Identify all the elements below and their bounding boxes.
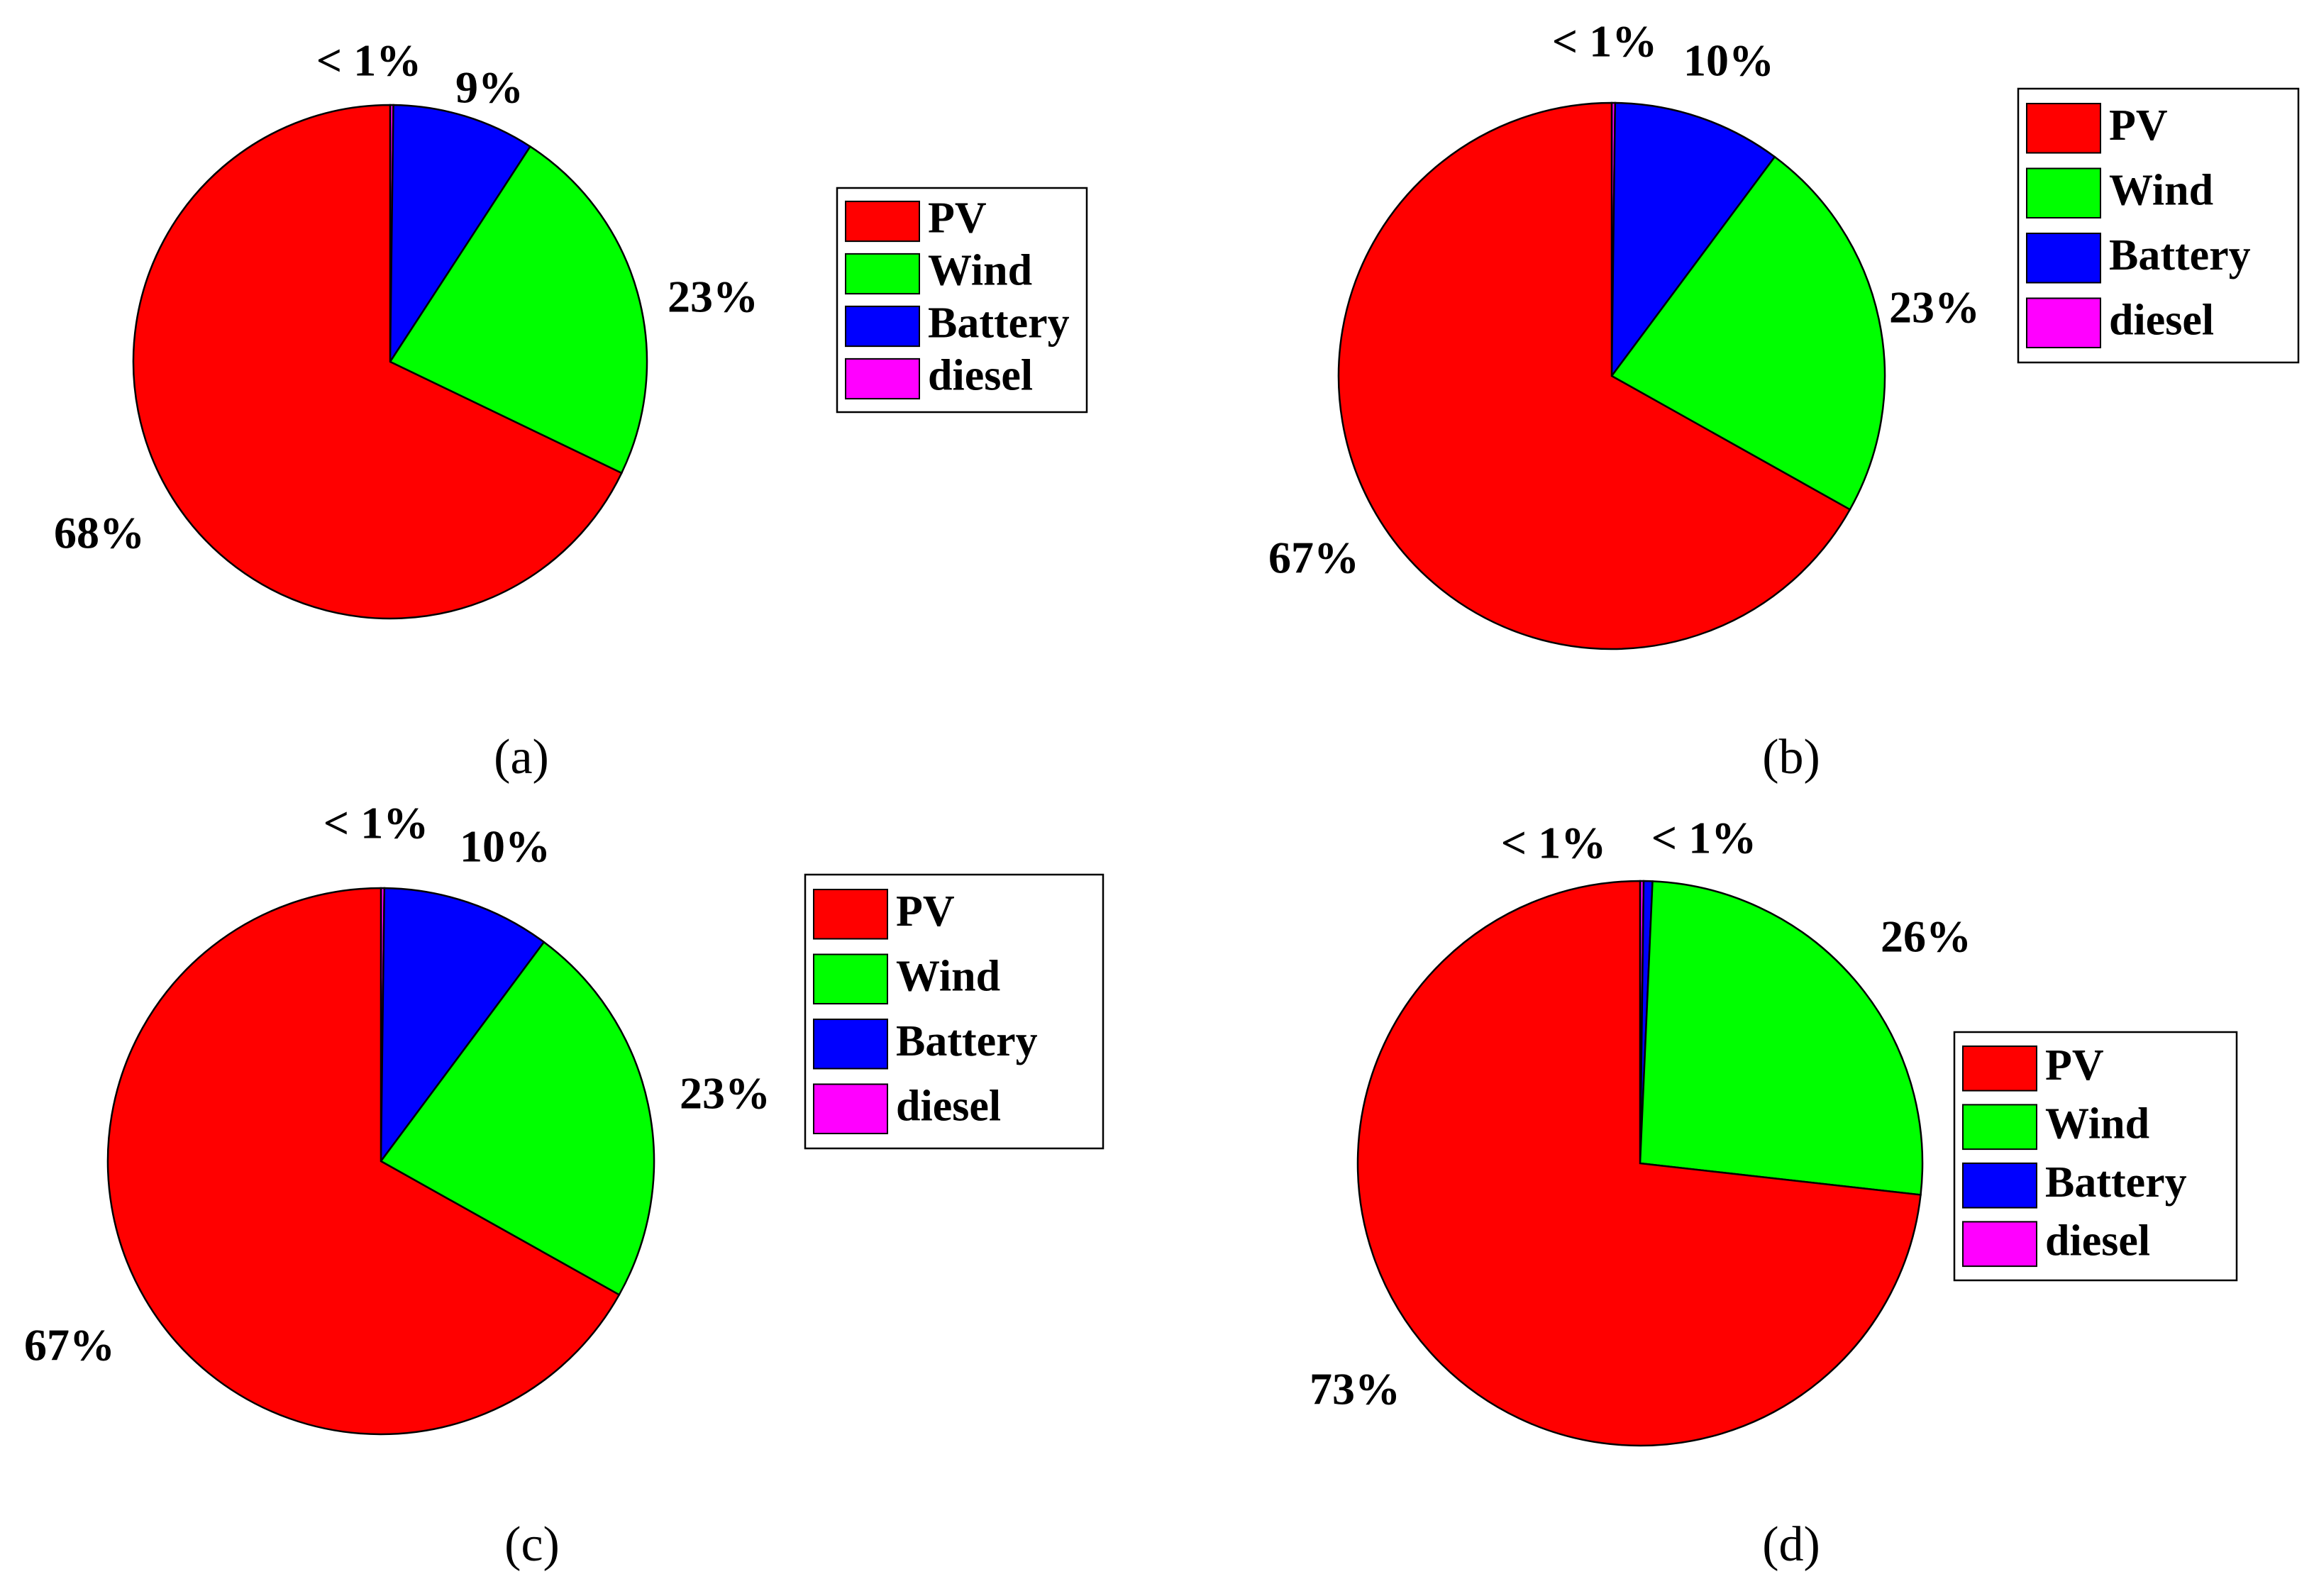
slice-pv: [1337, 101, 1851, 650]
legend-swatch-diesel: [845, 358, 920, 400]
legend: PV Wind Battery diesel: [2017, 87, 2300, 364]
legend-label-diesel: diesel: [928, 352, 1033, 400]
slice-label-diesel: < 1%: [316, 35, 421, 86]
legend-swatch-battery: [1962, 1162, 2037, 1209]
slice-label-wind: 23%: [668, 272, 758, 322]
legend-swatch-pv: [813, 888, 888, 940]
slice-wind: [389, 145, 648, 475]
slice-wind: [1639, 880, 1924, 1196]
legend-label-wind: Wind: [896, 952, 1000, 1000]
legend-label-wind: Wind: [2109, 166, 2213, 214]
slice-label-battery: < 1%: [1651, 813, 1756, 863]
legend-label-pv: PV: [896, 887, 955, 936]
legend-swatch-battery: [813, 1018, 888, 1070]
slice-label-battery: 10%: [1683, 35, 1774, 86]
legend-label-battery: Battery: [896, 1017, 1038, 1065]
legend-swatch-diesel: [813, 1083, 888, 1135]
legend-label-pv: PV: [928, 194, 987, 243]
legend: PV Wind Battery diesel: [1953, 1031, 2238, 1282]
legend-swatch-wind: [1962, 1104, 2037, 1151]
slice-battery: [1610, 101, 1776, 379]
slice-label-wind: 26%: [1881, 911, 1971, 962]
legend-swatch-diesel: [1962, 1221, 2037, 1268]
legend-swatch-wind: [845, 253, 920, 295]
slice-label-diesel: < 1%: [1552, 16, 1657, 67]
legend-swatch-wind: [2026, 167, 2101, 219]
slice-label-wind: 23%: [1889, 282, 1980, 333]
slice-label-diesel: < 1%: [1501, 818, 1606, 868]
slice-pv: [1356, 880, 1922, 1447]
panel-caption: (c): [504, 1517, 560, 1572]
slice-wind: [380, 941, 655, 1297]
legend-swatch-pv: [845, 200, 920, 243]
legend-label-wind: Wind: [928, 247, 1032, 295]
pie-panel-2: 67% 23% 10% < 1% PV Wind Battery diesel (b): [1268, 16, 2300, 785]
slice-label-pv: 67%: [1268, 533, 1359, 583]
legend-swatch-pv: [1962, 1045, 2037, 1092]
slice-label-pv: 67%: [24, 1320, 115, 1370]
slice-battery: [389, 104, 532, 365]
legend-label-battery: Battery: [2109, 231, 2251, 279]
legend: PV Wind Battery diesel: [804, 873, 1105, 1150]
legend-swatch-battery: [2026, 232, 2101, 284]
legend-label-pv: PV: [2109, 101, 2168, 150]
slice-label-pv: 68%: [54, 508, 145, 558]
legend-swatch-battery: [845, 305, 920, 348]
panel-caption: (d): [1762, 1517, 1820, 1572]
slice-wind: [1610, 155, 1886, 511]
legend-label-pv: PV: [2045, 1041, 2104, 1090]
slice-battery: [380, 887, 546, 1164]
slice-label-pv: 73%: [1310, 1364, 1400, 1414]
slice-pv: [132, 104, 623, 620]
pie-panel-3: 67% 23% 10% < 1% PV Wind Battery diesel (c): [24, 798, 1105, 1572]
legend-swatch-wind: [813, 953, 888, 1005]
legend-label-wind: Wind: [2045, 1100, 2149, 1148]
pie-panel-4: 73% 26% < 1% < 1% PV Wind Battery diesel (d): [1310, 813, 2238, 1572]
legend-swatch-diesel: [2026, 297, 2101, 349]
slice-label-diesel: < 1%: [323, 798, 428, 848]
panel-caption: (a): [494, 730, 549, 785]
slice-label-battery: 9%: [455, 62, 524, 113]
slice-pv: [106, 887, 621, 1436]
legend-swatch-pv: [2026, 102, 2101, 154]
panel-caption: (b): [1762, 730, 1820, 785]
slice-label-wind: 23%: [680, 1068, 770, 1119]
legend-label-diesel: diesel: [896, 1082, 1001, 1130]
legend-label-battery: Battery: [928, 299, 1070, 348]
slice-label-battery: 10%: [460, 821, 550, 872]
legend-label-diesel: diesel: [2109, 296, 2214, 344]
legend-label-diesel: diesel: [2045, 1217, 2150, 1265]
legend-label-battery: Battery: [2045, 1158, 2187, 1207]
